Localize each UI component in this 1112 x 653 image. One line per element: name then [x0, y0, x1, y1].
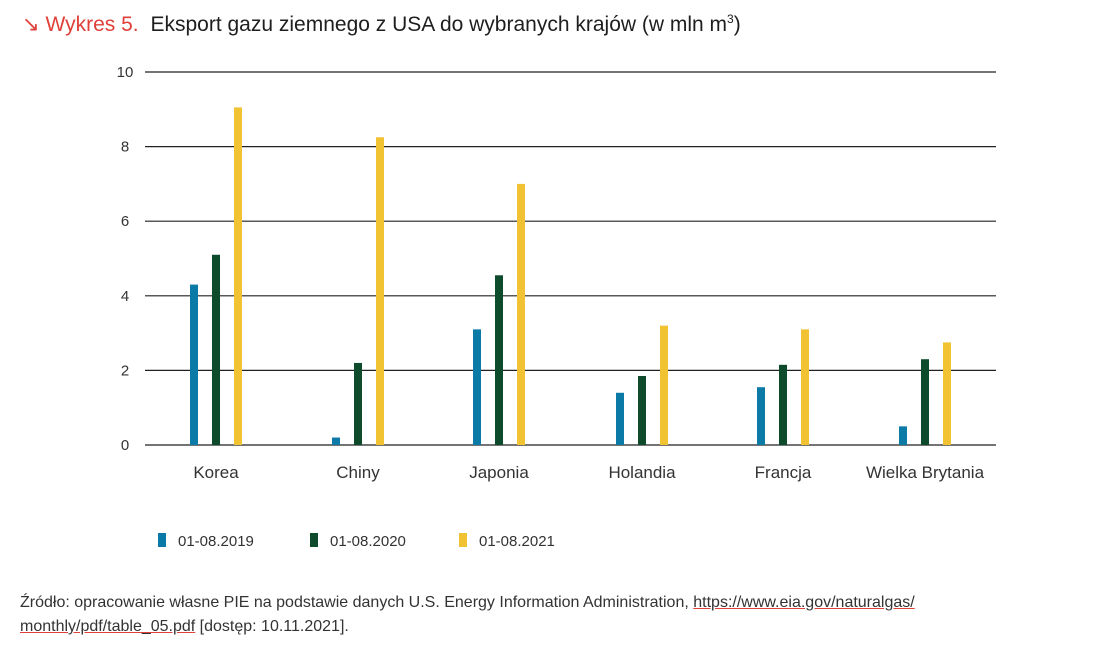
y-tick-label: 2	[121, 362, 129, 379]
bar-01-08.2019-Japonia	[473, 329, 481, 445]
chart-number: Wykres 5.	[45, 13, 139, 36]
bar-01-08.2020-Japonia	[495, 275, 503, 445]
bar-01-08.2021-Francja	[801, 329, 809, 445]
bar-01-08.2020-Holandia	[638, 375, 646, 445]
legend-swatch	[158, 533, 166, 547]
y-tick-label: 0	[121, 437, 129, 454]
legend-label: 01-08.2021	[479, 533, 555, 550]
legend-label: 01-08.2020	[330, 533, 406, 550]
x-tick-label: Holandia	[608, 463, 676, 482]
y-tick-label: 4	[121, 288, 129, 305]
source-link[interactable]: https://www.eia.gov/naturalgas/	[693, 594, 915, 611]
bar-01-08.2019-Francja	[757, 387, 765, 445]
y-tick-label: 10	[117, 64, 134, 81]
bar-01-08.2021-Korea	[234, 107, 242, 445]
bar-01-08.2019-Korea	[190, 284, 198, 445]
source-note: Źródło: opracowanie własne PIE na podsta…	[20, 594, 915, 635]
x-tick-label: Japonia	[469, 463, 529, 482]
bar-01-08.2019-Wielka Brytania	[899, 426, 907, 445]
chart-title: ↘ Wykres 5. Eksport gazu ziemnego z USA …	[22, 12, 741, 37]
y-tick-label: 6	[121, 213, 129, 230]
bar-01-08.2021-Japonia	[517, 183, 525, 445]
bar-chart: 0 2 4 6 8 10 Korea Chiny Japonia Holandia Francja W…	[117, 64, 996, 550]
legend-swatch	[459, 533, 467, 547]
source-link-continued[interactable]: monthly/pdf/table_05.pdf	[20, 618, 196, 635]
arrow-down-right-icon: ↘	[22, 13, 40, 36]
x-tick-label: Chiny	[336, 463, 380, 482]
x-tick-label: Francja	[755, 463, 812, 482]
chart-title-text: Eksport gazu ziemnego z USA do wybranych…	[150, 12, 741, 36]
bar-01-08.2020-Francja	[779, 364, 787, 445]
legend-label: 01-08.2019	[178, 533, 254, 550]
x-tick-label: Korea	[193, 463, 239, 482]
x-tick-label: Wielka Brytania	[866, 463, 985, 482]
legend-swatch	[310, 533, 318, 547]
bar-01-08.2019-Chiny	[332, 437, 340, 445]
bar-01-08.2021-Holandia	[660, 325, 668, 445]
bar-01-08.2019-Holandia	[616, 392, 624, 445]
y-tick-label: 8	[121, 139, 129, 156]
bar-01-08.2020-Korea	[212, 254, 220, 445]
bar-01-08.2021-Wielka Brytania	[943, 342, 951, 445]
bar-01-08.2020-Wielka Brytania	[921, 359, 929, 445]
bar-01-08.2021-Chiny	[376, 137, 384, 445]
bar-01-08.2020-Chiny	[354, 362, 362, 445]
